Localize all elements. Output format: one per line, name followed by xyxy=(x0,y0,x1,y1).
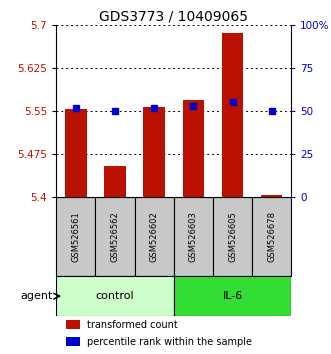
Bar xyxy=(95,198,135,276)
Text: IL-6: IL-6 xyxy=(222,291,243,301)
Bar xyxy=(66,320,80,329)
Text: percentile rank within the sample: percentile rank within the sample xyxy=(87,337,252,347)
Text: GSM526605: GSM526605 xyxy=(228,212,237,262)
Text: control: control xyxy=(96,291,134,301)
Bar xyxy=(252,198,291,276)
Bar xyxy=(66,337,80,346)
Bar xyxy=(213,198,252,276)
Bar xyxy=(104,166,126,198)
Bar xyxy=(174,276,291,316)
Bar xyxy=(143,107,165,198)
Bar xyxy=(183,99,204,198)
Bar xyxy=(56,276,174,316)
Text: agent: agent xyxy=(21,291,53,301)
Bar xyxy=(261,195,282,198)
Text: GSM526561: GSM526561 xyxy=(71,212,80,262)
Bar xyxy=(222,33,243,198)
Text: GSM526603: GSM526603 xyxy=(189,212,198,262)
Text: GSM526602: GSM526602 xyxy=(150,212,159,262)
Bar xyxy=(56,198,95,276)
Title: GDS3773 / 10409065: GDS3773 / 10409065 xyxy=(99,10,248,24)
Text: GSM526678: GSM526678 xyxy=(267,211,276,262)
Text: GSM526562: GSM526562 xyxy=(111,212,119,262)
Bar xyxy=(65,109,87,198)
Text: transformed count: transformed count xyxy=(87,320,177,330)
Bar xyxy=(135,198,174,276)
Bar xyxy=(174,198,213,276)
